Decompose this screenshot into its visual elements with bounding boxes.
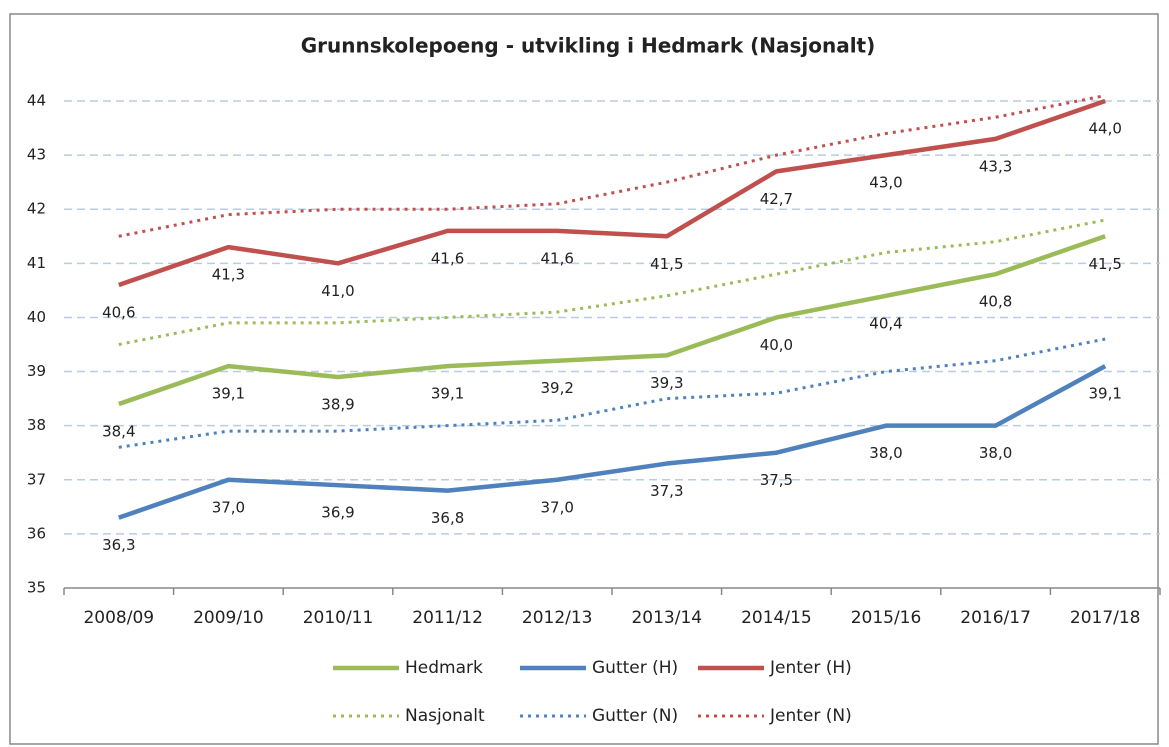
x-tick-label: 2011/12 [412,608,483,628]
x-tick-label: 2008/09 [83,608,154,628]
data-label: 40,4 [869,314,902,332]
data-label: 41,0 [321,282,354,300]
legend-label: Jenter (H) [769,658,852,678]
y-tick-label: 35 [27,579,46,597]
x-tick-label: 2016/17 [960,608,1031,628]
x-tick-label: 2017/18 [1070,608,1141,628]
data-label: 41,6 [431,249,464,267]
series-line [118,98,1106,288]
series-line [118,234,1106,407]
data-label: 39,3 [650,374,683,392]
x-tick-label: 2010/11 [303,608,374,628]
data-label: 37,5 [760,471,793,489]
data-label: 41,6 [540,249,573,267]
data-label: 39,1 [212,385,245,403]
data-label: 37,0 [212,498,245,516]
data-label: 38,0 [869,444,902,462]
x-tick-label: 2013/14 [631,608,702,628]
data-label: 43,3 [979,157,1012,175]
data-label: 38,0 [979,444,1012,462]
data-label: 40,6 [102,303,135,321]
y-tick-label: 40 [27,308,46,326]
y-tick-label: 41 [27,254,46,272]
data-label: 39,1 [1088,385,1121,403]
data-label: 41,5 [650,255,683,273]
x-tick-label: 2014/15 [741,608,812,628]
y-tick-label: 37 [27,470,46,488]
data-label: 39,2 [540,379,573,397]
data-label: 39,1 [431,385,464,403]
data-label: 40,0 [760,336,793,354]
series-line [118,94,1106,238]
data-label: 43,0 [869,174,902,192]
data-label: 41,3 [212,266,245,284]
chart-title: Grunnskolepoeng - utvikling i Hedmark (N… [301,34,876,58]
data-label: 44,0 [1088,120,1121,138]
y-tick-label: 36 [27,524,46,542]
data-label: 42,7 [760,190,793,208]
x-tick-label: 2009/10 [193,608,264,628]
data-label: 38,9 [321,395,354,413]
legend-label: Gutter (H) [592,658,678,678]
data-label: 37,0 [540,498,573,516]
data-label: 36,9 [321,504,354,522]
data-label: 40,8 [979,293,1012,311]
legend-label: Gutter (N) [592,706,678,726]
data-label: 37,3 [650,482,683,500]
x-tick-label: 2012/13 [522,608,593,628]
series-line [118,364,1107,520]
series-line [118,218,1106,346]
legend-label: Jenter (N) [769,706,852,726]
y-tick-label: 43 [27,146,46,164]
y-tick-label: 39 [27,362,46,380]
data-label: 36,3 [102,536,135,554]
y-tick-label: 38 [27,416,46,434]
x-tick-label: 2015/16 [851,608,922,628]
data-label: 38,4 [102,423,135,441]
y-tick-label: 42 [27,200,46,218]
legend-label: Nasjonalt [405,706,485,726]
data-label: 36,8 [431,509,464,527]
chart-border [9,13,1159,745]
legend-label: Hedmark [405,658,483,678]
y-tick-label: 44 [27,92,46,110]
data-label: 41,5 [1088,255,1121,273]
